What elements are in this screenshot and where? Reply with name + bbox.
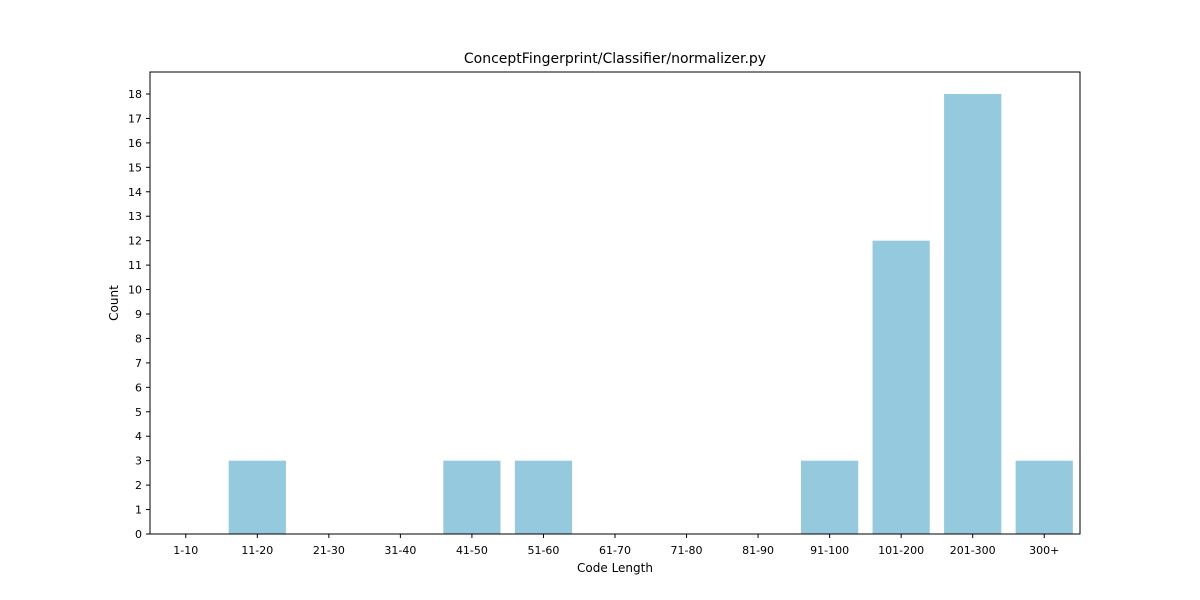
y-tick-label: 12 [128, 235, 142, 248]
x-axis-ticks: 1-10 11-20 21-30 31-40 41-50 51-60 61-70 71-80 8… [173, 534, 1059, 557]
y-tick-label: 18 [128, 88, 142, 101]
y-tick-label: 13 [128, 210, 142, 223]
y-tick-label: 17 [128, 112, 142, 125]
y-tick-label: 11 [128, 259, 142, 272]
bars-group [228, 94, 1073, 535]
x-tick-label: 71-80 [671, 544, 703, 557]
bar-41-50 [443, 460, 501, 534]
x-tick-label: 300+ [1029, 544, 1059, 557]
x-tick-label: 1-10 [173, 544, 198, 557]
bar-101-200 [872, 240, 930, 535]
x-axis-label: Code Length [577, 561, 653, 575]
plot-area-frame [149, 71, 1081, 535]
x-tick-label: 201-300 [950, 544, 996, 557]
x-tick-label: 41-50 [456, 544, 488, 557]
y-tick-label: 6 [135, 381, 142, 394]
y-tick-label: 15 [128, 161, 142, 174]
y-tick-label: 8 [135, 332, 142, 345]
chart-title: ConceptFingerprint/Classifier/normalizer… [464, 51, 766, 67]
x-tick-label: 31-40 [384, 544, 416, 557]
y-tick-label: 4 [135, 430, 142, 443]
y-tick-label: 9 [135, 308, 142, 321]
x-tick-label: 61-70 [599, 544, 631, 557]
y-tick-label: 10 [128, 284, 142, 297]
y-tick-label: 14 [128, 186, 142, 199]
y-axis-label: Count [107, 285, 121, 321]
y-tick-label: 16 [128, 137, 142, 150]
bar-300+ [1015, 460, 1073, 534]
y-tick-label: 1 [135, 504, 142, 517]
x-tick-label: 81-90 [742, 544, 774, 557]
y-tick-label: 0 [135, 528, 142, 541]
y-tick-label: 3 [135, 455, 142, 468]
x-tick-label: 101-200 [878, 544, 924, 557]
y-tick-label: 5 [135, 406, 142, 419]
bar-201-300 [944, 94, 1002, 534]
x-tick-label: 51-60 [527, 544, 559, 557]
bar-91-100 [801, 460, 859, 534]
bar-11-20 [228, 460, 286, 534]
y-tick-label: 7 [135, 357, 142, 370]
x-tick-label: 21-30 [313, 544, 345, 557]
y-tick-label: 2 [135, 479, 142, 492]
x-tick-label: 91-100 [810, 544, 849, 557]
bar-51-60 [514, 460, 573, 534]
x-tick-label: 11-20 [241, 544, 273, 557]
